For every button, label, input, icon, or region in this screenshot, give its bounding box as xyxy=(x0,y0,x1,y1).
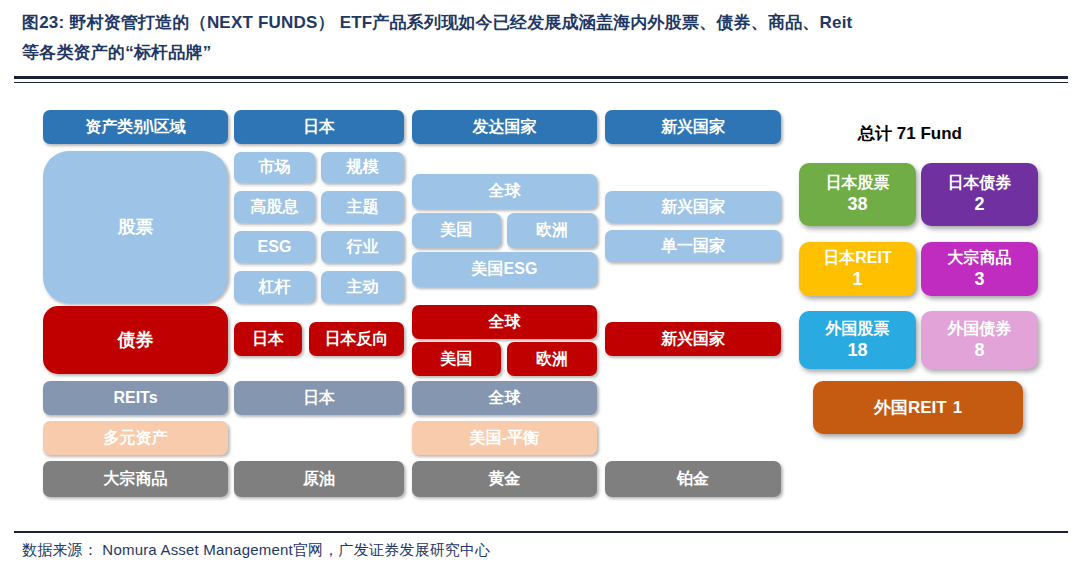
cell-commodity-dev-gold: 黄金 xyxy=(412,461,597,497)
card-commodity-label: 大宗商品 xyxy=(948,248,1012,268)
card-foreign-reit-value: 1 xyxy=(953,398,962,417)
cell-stock-jp-market: 市场 xyxy=(234,152,315,183)
cell-bond-jp-inverse: 日本反向 xyxy=(309,322,404,356)
cell-bond-dev-us: 美国 xyxy=(412,342,501,376)
cell-bond-dev-europe: 欧洲 xyxy=(507,342,597,376)
figure-title-line1: 图23: 野村资管打造的（NEXT FUNDS） ETF产品系列现如今已经发展成… xyxy=(22,8,1067,38)
cell-stock-em-single-country: 单一国家 xyxy=(605,230,781,262)
cell-commodity-category: 大宗商品 xyxy=(43,461,228,497)
card-foreign-stock-value: 18 xyxy=(847,339,867,362)
card-japan-reit-label: 日本REIT xyxy=(823,248,891,268)
card-foreign-stock: 外国股票 18 xyxy=(799,311,916,369)
cell-stock-dev-us: 美国 xyxy=(412,213,501,248)
cell-stock-dev-global: 全球 xyxy=(412,174,597,209)
cell-reits-jp-japan: 日本 xyxy=(234,381,404,415)
title-divider-thin xyxy=(14,82,1068,83)
card-commodity-value: 3 xyxy=(974,268,984,291)
card-japan-reit: 日本REIT 1 xyxy=(799,242,916,296)
cell-commodity-jp-crude-oil: 原油 xyxy=(234,461,404,497)
card-foreign-bond: 外国债券 8 xyxy=(921,311,1038,369)
card-japan-bond-label: 日本债券 xyxy=(948,173,1012,193)
card-commodity: 大宗商品 3 xyxy=(921,242,1038,296)
header-developed-countries: 发达国家 xyxy=(412,110,597,144)
cell-bond-jp-japan: 日本 xyxy=(234,322,302,356)
card-japan-bond-value: 2 xyxy=(974,193,984,216)
figure-title-line2: 等各类资产的“标杆品牌” xyxy=(22,38,1067,68)
figure-title: 图23: 野村资管打造的（NEXT FUNDS） ETF产品系列现如今已经发展成… xyxy=(22,8,1067,68)
card-japan-stock-label: 日本股票 xyxy=(826,173,890,193)
cell-stock-jp-size: 规模 xyxy=(321,152,404,183)
cell-stock-dev-europe: 欧洲 xyxy=(507,213,597,248)
title-divider-thick xyxy=(14,76,1068,79)
cell-stock-jp-active: 主动 xyxy=(321,271,404,303)
cell-bond-em-emerging: 新兴国家 xyxy=(605,322,781,356)
cell-multi-asset-category: 多元资产 xyxy=(43,421,228,455)
footer-divider xyxy=(14,531,1068,533)
cell-reits-dev-global: 全球 xyxy=(412,381,597,415)
card-foreign-stock-label: 外国股票 xyxy=(826,319,890,339)
cell-stock-jp-high-dividend: 高股息 xyxy=(234,191,315,223)
card-foreign-bond-label: 外国债券 xyxy=(948,319,1012,339)
header-asset-class-region: 资产类别\区域 xyxy=(43,110,228,144)
cell-reits-category: REITs xyxy=(43,381,228,415)
cell-stock-em-emerging: 新兴国家 xyxy=(605,191,781,223)
card-foreign-reit-line: 外国REIT 1 xyxy=(874,397,962,418)
cell-commodity-em-platinum: 铂金 xyxy=(605,461,781,497)
source-note: 数据来源： Nomura Asset Management官网，广发证券发展研究… xyxy=(22,541,491,560)
header-japan: 日本 xyxy=(234,110,404,144)
card-foreign-bond-value: 8 xyxy=(974,339,984,362)
cell-stock-jp-esg: ESG xyxy=(234,231,315,263)
figure-page: 图23: 野村资管打造的（NEXT FUNDS） ETF产品系列现如今已经发展成… xyxy=(0,0,1080,576)
cell-bond-dev-global: 全球 xyxy=(412,305,597,339)
card-foreign-reit-label: 外国REIT xyxy=(874,398,947,417)
summary-total-label: 总计 71 Fund xyxy=(795,122,1025,145)
cell-stock-jp-theme: 主题 xyxy=(321,191,404,223)
card-foreign-reit: 外国REIT 1 xyxy=(813,381,1023,434)
header-emerging-countries: 新兴国家 xyxy=(605,110,781,144)
cell-multi-asset-dev-us-balanced: 美国-平衡 xyxy=(412,421,597,455)
card-japan-stock: 日本股票 38 xyxy=(799,163,916,226)
cell-stock-jp-leverage: 杠杆 xyxy=(234,271,315,303)
cell-stock-dev-us-esg: 美国ESG xyxy=(412,252,597,287)
cell-bond-category: 债券 xyxy=(43,306,228,374)
cell-stock-jp-sector: 行业 xyxy=(321,231,404,263)
cell-stock-category: 股票 xyxy=(43,151,228,303)
card-japan-bond: 日本债券 2 xyxy=(921,163,1038,226)
card-japan-stock-value: 38 xyxy=(847,193,867,216)
card-japan-reit-value: 1 xyxy=(852,268,862,291)
